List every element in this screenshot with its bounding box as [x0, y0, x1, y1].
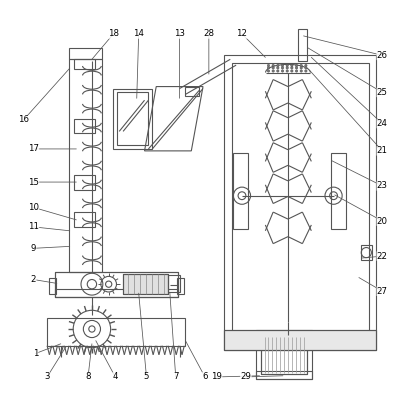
Bar [255, 371, 311, 379]
Circle shape [304, 67, 306, 69]
Text: 24: 24 [376, 119, 387, 128]
Bar [68, 59, 101, 272]
Circle shape [299, 70, 302, 72]
Bar [260, 335, 307, 374]
Circle shape [281, 64, 283, 67]
Circle shape [271, 67, 274, 69]
Text: 10: 10 [28, 203, 39, 212]
Circle shape [271, 64, 274, 67]
Circle shape [285, 70, 288, 72]
Bar [123, 274, 168, 294]
Circle shape [295, 64, 297, 67]
Circle shape [266, 67, 269, 69]
Bar [298, 29, 306, 61]
Circle shape [266, 70, 269, 72]
Text: 8: 8 [85, 372, 91, 381]
Text: 5: 5 [143, 372, 149, 381]
Circle shape [304, 70, 306, 72]
Text: 28: 28 [203, 29, 214, 38]
Bar [113, 88, 152, 149]
Circle shape [281, 70, 283, 72]
Text: 29: 29 [240, 372, 251, 381]
Circle shape [299, 67, 302, 69]
Text: 18: 18 [108, 29, 119, 38]
Bar [49, 278, 56, 294]
Bar [260, 335, 307, 374]
Text: 13: 13 [174, 29, 185, 38]
Bar [168, 275, 179, 292]
Bar [55, 289, 177, 297]
Circle shape [304, 64, 306, 67]
Text: 23: 23 [376, 182, 387, 190]
Bar [224, 330, 375, 350]
Circle shape [285, 64, 288, 67]
Bar [224, 330, 375, 350]
Text: 12: 12 [236, 29, 247, 38]
Bar [68, 48, 101, 59]
Bar [73, 212, 95, 227]
Bar [123, 274, 168, 294]
Bar [73, 59, 95, 69]
Circle shape [285, 67, 288, 69]
Text: 19: 19 [211, 372, 222, 381]
Circle shape [276, 64, 278, 67]
Circle shape [276, 67, 278, 69]
Bar [330, 153, 345, 229]
Bar [47, 318, 185, 346]
Bar [73, 175, 95, 190]
Circle shape [271, 70, 274, 72]
Text: 15: 15 [28, 177, 39, 186]
Text: 6: 6 [202, 372, 207, 381]
Circle shape [295, 70, 297, 72]
Bar [177, 278, 183, 294]
Text: 14: 14 [133, 29, 144, 38]
Text: 22: 22 [376, 252, 387, 260]
Circle shape [290, 67, 292, 69]
Circle shape [276, 70, 278, 72]
Text: 26: 26 [376, 51, 387, 60]
Circle shape [290, 70, 292, 72]
Bar [224, 55, 375, 350]
Text: 21: 21 [376, 147, 387, 155]
Text: 3: 3 [44, 372, 50, 381]
Bar [117, 92, 148, 145]
Text: 17: 17 [28, 144, 39, 153]
Bar [232, 63, 368, 342]
Circle shape [295, 67, 297, 69]
Bar [360, 245, 371, 260]
Bar [185, 87, 198, 96]
Text: 9: 9 [31, 244, 36, 253]
Bar [233, 153, 247, 229]
Circle shape [266, 64, 269, 67]
Bar [73, 118, 95, 133]
Circle shape [290, 64, 292, 67]
Text: 25: 25 [376, 88, 387, 97]
Bar [55, 272, 177, 297]
Circle shape [299, 64, 302, 67]
Text: 11: 11 [28, 222, 39, 232]
Text: 1: 1 [32, 349, 38, 358]
Text: 20: 20 [376, 217, 387, 225]
Circle shape [281, 67, 283, 69]
Text: 4: 4 [112, 372, 118, 381]
Text: 27: 27 [376, 287, 387, 296]
Text: 7: 7 [173, 372, 178, 381]
Bar [255, 330, 311, 379]
Text: 16: 16 [18, 115, 29, 124]
Text: 2: 2 [31, 275, 36, 284]
Bar [55, 272, 177, 297]
